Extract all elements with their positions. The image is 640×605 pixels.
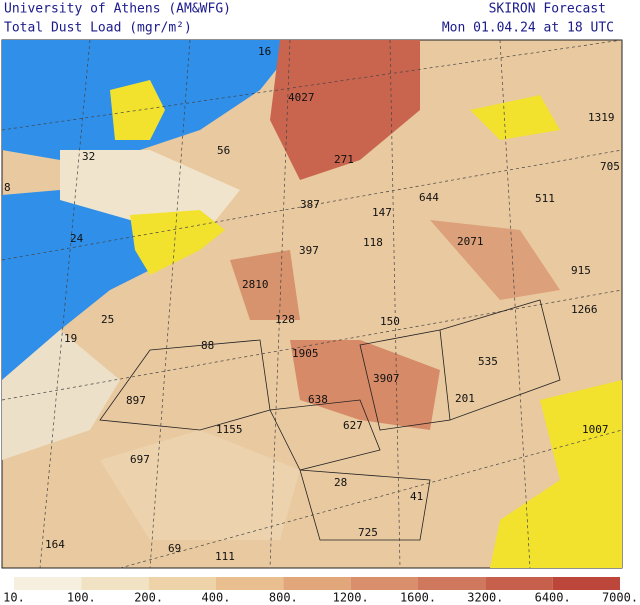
dust-label: 164 [45,538,65,551]
color-swatch [81,577,149,590]
dust-label: 128 [275,313,295,326]
dust-label: 2810 [242,278,269,291]
dust-label: 915 [571,264,591,277]
dust-label: 3907 [373,372,400,385]
dust-label: 511 [535,192,555,205]
colorbar: 10. 100. 200. 400. 800. 1200. 1600. 3200. 6400. 7… [3,577,638,605]
color-swatch [14,577,82,590]
dust-label: 201 [455,392,475,405]
dust-label: 897 [126,394,146,407]
dust-label: 2071 [457,235,484,248]
dust-label: 111 [215,550,235,563]
dust-label: 1319 [588,111,615,124]
institution: University of Athens (AM&WFG) [4,2,231,17]
dust-label: 644 [419,191,439,204]
color-swatch [485,577,553,590]
color-swatch [148,577,216,590]
dust-label: 1905 [292,347,319,360]
dust-label: 88 [201,339,214,352]
dust-label: 16 [258,45,271,58]
colorbar-label: 100. [67,591,96,605]
colorbar-label: 1200. [333,591,369,605]
dust-label: 627 [343,419,363,432]
dust-label: 19 [64,332,77,345]
dust-label: 41 [410,490,423,503]
dust-label: 535 [478,355,498,368]
dust-label: 56 [217,144,230,157]
colorbar-label: 800. [269,591,298,605]
dust-label: 4027 [288,91,315,104]
dust-label: 150 [380,315,400,328]
colorbar-label: 1600. [400,591,436,605]
color-swatch [283,577,351,590]
dust-label: 28 [334,476,347,489]
dust-label: 705 [600,160,620,173]
dust-label: 69 [168,542,181,555]
map-labels: 16 4027 1319 32 56 271 705 8 387 644 511… [4,45,620,563]
dust-label: 25 [101,313,114,326]
colorbar-label: 6400. [535,591,571,605]
valid-time: Mon 01.04.24 at 18 UTC [442,21,614,36]
model: SKIRON Forecast [489,2,606,17]
color-swatch [552,577,620,590]
colorbar-label: 400. [202,591,231,605]
dust-label: 8 [4,181,11,194]
colorbar-label: 7000. [602,591,638,605]
dust-label: 271 [334,153,354,166]
dust-label: 147 [372,206,392,219]
dust-label: 32 [82,150,95,163]
dust-label: 397 [299,244,319,257]
colorbar-label: 3200. [467,591,503,605]
dust-label: 387 [300,198,320,211]
colorbar-label: 10. [3,591,25,605]
dust-label: 1266 [571,303,598,316]
dust-label: 725 [358,526,378,539]
color-swatch [418,577,486,590]
dust-label: 1155 [216,423,243,436]
dust-label: 118 [363,236,383,249]
dust-label: 638 [308,393,328,406]
dust-label: 1007 [582,423,609,436]
map [1,39,623,569]
color-swatch [216,577,284,590]
product: Total Dust Load (mgr/m²) [4,21,192,36]
colorbar-label: 200. [134,591,163,605]
color-swatch [350,577,418,590]
dust-label: 697 [130,453,150,466]
dust-label: 24 [70,232,84,245]
